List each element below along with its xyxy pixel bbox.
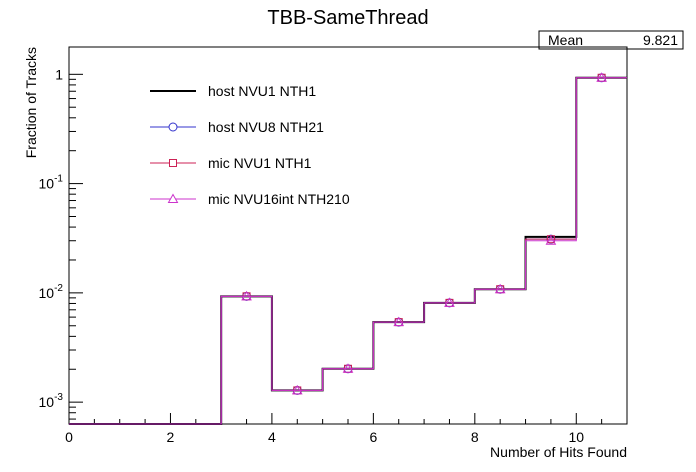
- data-point-triangle: [342, 363, 354, 373]
- legend-entry: host NVU1 NTH1: [150, 83, 316, 99]
- y-tick-label: 10-1: [39, 174, 64, 192]
- legend-entry: mic NVU1 NTH1: [150, 155, 312, 171]
- y-axis-label: Fraction of Tracks: [23, 47, 39, 158]
- y-tick-label: 1: [55, 66, 63, 82]
- data-point-triangle: [291, 384, 303, 395]
- legend-marker-triangle: [167, 193, 179, 203]
- data-point-triangle: [494, 283, 506, 294]
- x-tick-label: 0: [65, 429, 73, 445]
- data-point-triangle: [241, 290, 252, 301]
- stats-value: 9.821: [643, 32, 678, 48]
- data-point-triangle: [545, 235, 557, 245]
- legend-entry: mic NVU16int NTH210: [150, 191, 350, 207]
- series-3: [69, 72, 627, 425]
- legend: host NVU1 NTH1 host NVU8 NTH21 mic NVU1 NT…: [150, 83, 350, 207]
- plot-frame: [68, 46, 628, 425]
- data-point-triangle: [596, 72, 607, 82]
- series-layer: [69, 72, 627, 425]
- x-axis-label: Number of Hits Found: [490, 444, 627, 460]
- legend-marker-circle: [168, 122, 178, 132]
- x-tick-label: 2: [167, 429, 175, 445]
- legend-label: mic NVU16int NTH210: [208, 191, 350, 207]
- series-1: [69, 73, 627, 425]
- y-tick-label: 10-3: [39, 392, 64, 410]
- legend-label: host NVU8 NTH21: [208, 119, 324, 135]
- chart-title: TBB-SameThread: [267, 7, 428, 29]
- stats-box-frame: [538, 30, 684, 50]
- stats-label: Mean: [548, 32, 583, 48]
- data-point-triangle: [444, 297, 455, 307]
- stats-box: Mean 9.821: [538, 30, 684, 50]
- legend-label: mic NVU1 NTH1: [208, 155, 312, 171]
- data-point-triangle: [393, 316, 405, 327]
- y-tick-label: 10-2: [39, 283, 64, 301]
- legend-label: host NVU1 NTH1: [208, 83, 316, 99]
- x-tick-label: 8: [471, 429, 479, 445]
- x-tick-label: 10: [568, 429, 584, 445]
- series-step-line: [69, 77, 627, 425]
- x-tick-label: 6: [369, 429, 377, 445]
- legend-marker-square: [169, 159, 177, 167]
- legend-entry: host NVU8 NTH21: [150, 119, 324, 135]
- x-axis: 0 2 4 6 8 10: [65, 413, 628, 445]
- y-axis: 10-3 10-2 10-1 1: [39, 66, 83, 420]
- x-tick-label: 4: [268, 429, 276, 445]
